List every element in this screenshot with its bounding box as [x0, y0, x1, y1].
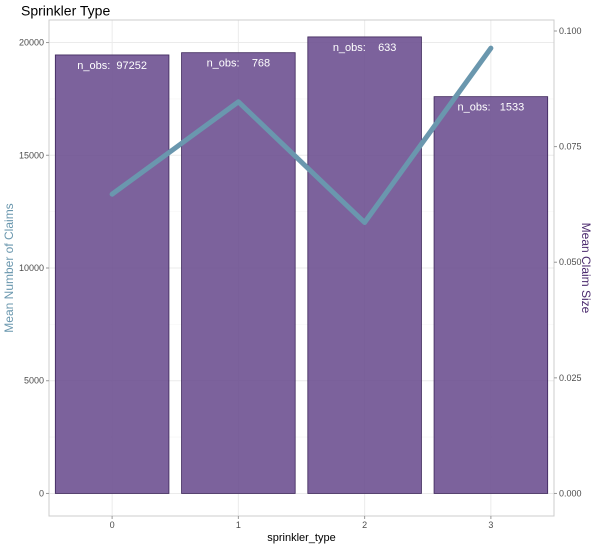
bar-3: [433, 96, 549, 494]
right-tick-label: 0.000: [559, 488, 582, 498]
left-tick-label: 15000: [19, 150, 44, 160]
right-axis-ticks: 0.000 0.025 0.050 0.075 0.100: [554, 26, 582, 498]
chart-title: Sprinkler Type: [21, 3, 110, 19]
x-tick-label: 0: [110, 520, 115, 530]
right-tick-label: 0.025: [559, 373, 582, 383]
x-tick-label: 3: [488, 520, 493, 530]
bar-1: [181, 52, 296, 494]
left-axis-label: Mean Number of Claims: [2, 203, 16, 332]
bar-label-0: n_obs: 97252: [77, 60, 147, 72]
x-axis-label: sprinkler_type: [267, 532, 335, 544]
x-tick-label: 2: [362, 520, 367, 530]
left-tick-label: 5000: [24, 376, 44, 386]
bar-labels: n_obs: 97252 n_obs: 768 n_obs: 633 n_obs: 1…: [77, 42, 524, 114]
left-tick-label: 10000: [19, 263, 44, 273]
left-tick-label: 0: [39, 488, 44, 498]
x-tick-label: 1: [236, 520, 241, 530]
right-tick-label: 0.050: [559, 257, 582, 267]
bar-label-3: n_obs: 1533: [458, 102, 525, 114]
right-tick-label: 0.100: [559, 26, 582, 36]
bar-label-1: n_obs: 768: [207, 58, 271, 70]
right-axis-label: Mean Claim Size: [579, 223, 593, 314]
x-axis-ticks: 0 1 2 3: [110, 516, 493, 530]
left-tick-label: 20000: [19, 38, 44, 48]
left-axis-ticks: 0 5000 10000 15000 20000: [19, 38, 49, 498]
bars: [54, 36, 549, 494]
right-tick-label: 0.075: [559, 142, 582, 152]
bar-0: [54, 54, 170, 494]
bar-label-2: n_obs: 633: [333, 42, 397, 54]
bar-2: [307, 36, 422, 494]
mean-claim-size-line: [109, 45, 494, 225]
